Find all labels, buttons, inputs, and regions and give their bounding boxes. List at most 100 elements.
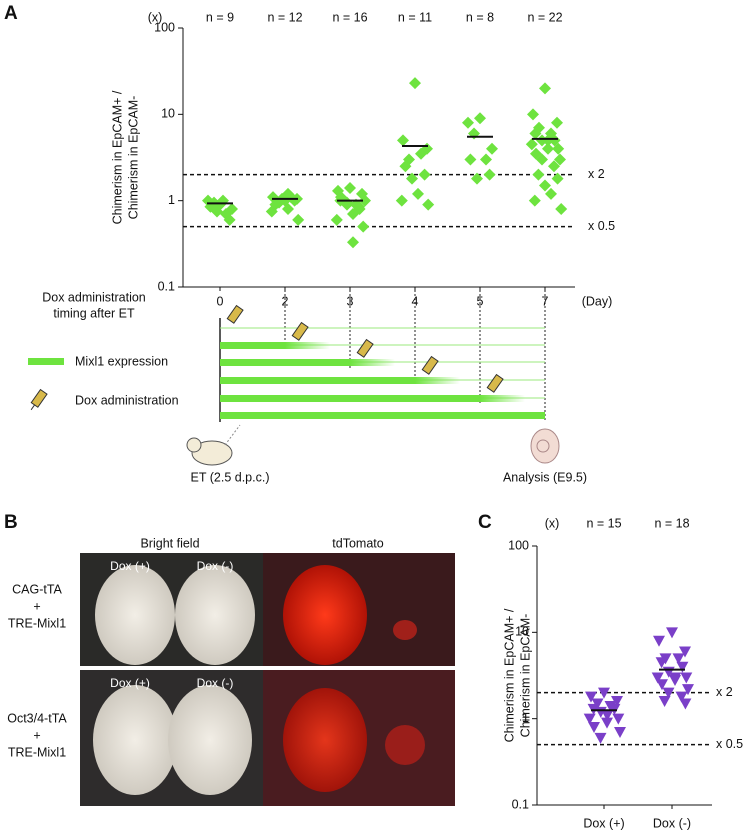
reference-label: x 2 xyxy=(588,167,605,181)
y-axis-label: Chimerism in EpCAM- xyxy=(518,614,532,738)
data-point xyxy=(412,187,424,200)
data-point xyxy=(680,672,693,684)
x-tick-label: 7 xyxy=(542,294,549,308)
expression-bars xyxy=(220,342,545,419)
start-label: ET (2.5 d.p.c.) xyxy=(191,470,270,484)
n-label: n = 18 xyxy=(654,516,689,530)
data-point xyxy=(542,134,554,147)
x-axis-label: (Day) xyxy=(582,294,613,308)
data-point xyxy=(672,653,685,665)
x-tick-label: Dox (+) xyxy=(583,816,624,830)
row-label: + xyxy=(33,728,40,742)
row-label: CAG-tTA xyxy=(12,582,62,596)
data-point xyxy=(533,121,545,134)
timeline: Dox administration timing after ET Mixl1… xyxy=(28,290,587,484)
y-tick-label: 0.1 xyxy=(158,279,175,293)
data-point xyxy=(341,196,353,209)
data-point xyxy=(655,657,668,669)
data-point xyxy=(223,213,236,226)
data-point xyxy=(525,138,538,151)
data-point xyxy=(462,116,474,129)
data-point xyxy=(464,153,477,166)
n-label: n = 22 xyxy=(527,10,562,24)
data-point xyxy=(545,187,557,200)
y-tick-label: 0.1 xyxy=(512,797,529,811)
data-point xyxy=(679,646,691,658)
data-point xyxy=(539,82,551,95)
data-point xyxy=(415,147,427,160)
data-point xyxy=(474,112,486,125)
y-axis-label: Chimerism in EpCAM+ / xyxy=(502,608,516,742)
timeline-title: timing after ET xyxy=(53,306,135,320)
n-label: n = 15 xyxy=(586,516,621,530)
data-point xyxy=(211,205,223,218)
data-point xyxy=(528,194,541,207)
dox-label: Dox (-) xyxy=(197,559,234,573)
dox-label: Dox (-) xyxy=(197,676,234,690)
row-label: + xyxy=(33,599,40,613)
data-point xyxy=(357,220,370,233)
x-tick-label: 0 xyxy=(217,294,224,308)
y-tick-label: 1 xyxy=(522,711,529,725)
y-unit: (x) xyxy=(148,10,163,24)
data-point xyxy=(406,172,418,185)
data-point xyxy=(288,194,301,207)
panel-label: B xyxy=(4,512,18,533)
image-panel: Bright field tdTomato Dox (+) Dox (-) Do… xyxy=(7,536,455,806)
data-point xyxy=(353,200,365,213)
n-label: n = 11 xyxy=(398,10,432,24)
row-label: TRE-Mixl1 xyxy=(8,616,66,630)
data-point xyxy=(418,168,431,181)
data-point xyxy=(359,194,371,207)
row-label: Oct3/4-tTA xyxy=(7,711,67,725)
n-label: n = 12 xyxy=(267,10,302,24)
data-point xyxy=(536,153,548,166)
data-point xyxy=(399,160,412,173)
mouse-icon xyxy=(186,424,241,466)
data-point xyxy=(658,696,671,708)
data-point xyxy=(601,717,613,729)
data-point xyxy=(344,182,356,195)
data-point xyxy=(614,727,626,739)
data-point xyxy=(662,687,675,699)
x-tick-label: Dox (-) xyxy=(653,816,691,830)
data-point xyxy=(397,134,409,147)
data-point xyxy=(594,732,607,744)
embryo-icon xyxy=(530,428,560,464)
data-point xyxy=(676,661,689,673)
data-point xyxy=(347,208,359,221)
data-point xyxy=(539,179,551,192)
data-point xyxy=(651,672,664,684)
data-point xyxy=(554,153,566,166)
panel-label: A xyxy=(4,3,18,24)
row-label: TRE-Mixl1 xyxy=(8,745,66,759)
data-point xyxy=(548,160,560,173)
y-axis-label: Chimerism in EpCAM- xyxy=(126,96,140,220)
n-label: n = 9 xyxy=(206,10,234,24)
x-tick-label: 2 xyxy=(282,294,289,308)
panel-label: C xyxy=(478,512,492,533)
data-point xyxy=(347,236,359,249)
legend-swatch xyxy=(28,358,64,365)
y-tick-label: 10 xyxy=(161,107,175,121)
data-point xyxy=(552,142,565,155)
data-point xyxy=(656,679,668,691)
data-point xyxy=(542,142,554,155)
data-point xyxy=(395,194,408,207)
dox-label: Dox (+) xyxy=(110,676,150,690)
n-label: n = 8 xyxy=(466,10,494,24)
data-point xyxy=(679,698,692,710)
data-point xyxy=(612,713,625,725)
syringes xyxy=(226,304,504,393)
x-tick-label: 3 xyxy=(347,294,354,308)
syringe-icon xyxy=(30,388,48,411)
data-point xyxy=(483,168,496,181)
data-point xyxy=(422,198,435,211)
data-point xyxy=(583,713,596,725)
data-point xyxy=(532,168,545,181)
data-point xyxy=(527,108,539,121)
dox-label: Dox (+) xyxy=(110,559,150,573)
data-point xyxy=(529,127,542,140)
data-point xyxy=(282,187,294,200)
data-point xyxy=(598,687,610,699)
